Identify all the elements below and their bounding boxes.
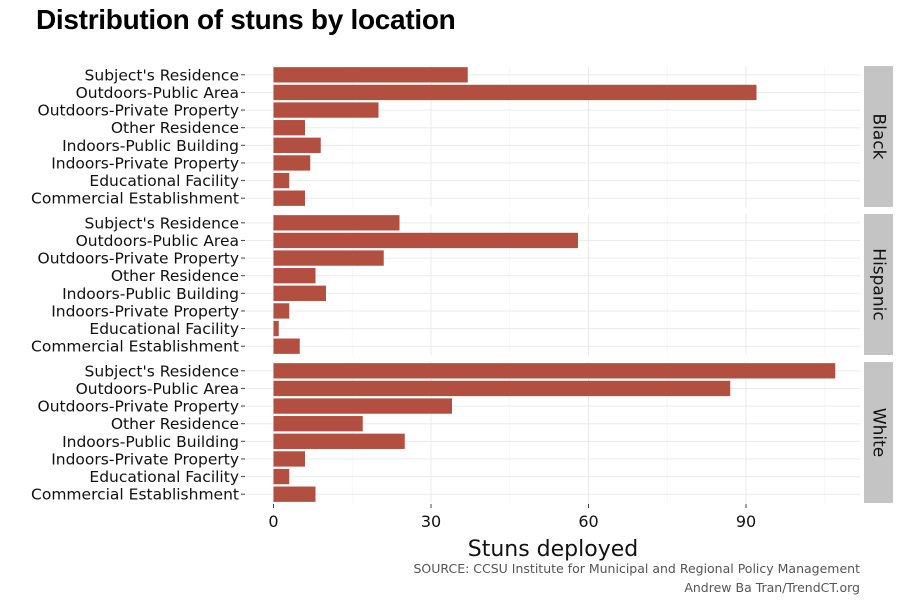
- bar-hispanic-4: [273, 285, 326, 301]
- category-label: Indoors-Public Building: [62, 285, 239, 303]
- bar-white-5: [273, 451, 305, 467]
- bar-hispanic-2: [273, 250, 384, 266]
- category-label: Indoors-Private Property: [51, 450, 239, 468]
- category-label: Outdoors-Private Property: [38, 102, 240, 120]
- bar-black-3: [273, 120, 305, 136]
- category-label: Other Residence: [111, 415, 239, 433]
- bar-hispanic-5: [273, 303, 290, 319]
- category-label: Commercial Establishment: [31, 190, 239, 208]
- x-tick-label: 30: [421, 512, 441, 531]
- category-label: Educational Facility: [89, 468, 239, 486]
- facet-label: Black: [869, 114, 889, 160]
- x-axis-title: Stuns deployed: [468, 537, 639, 562]
- x-tick-label: 90: [736, 512, 756, 531]
- bar-white-0: [273, 363, 836, 379]
- category-label: Indoors-Private Property: [51, 302, 239, 320]
- facet-label: Hispanic: [869, 248, 889, 320]
- bar-hispanic-7: [273, 338, 300, 354]
- author-credit: Andrew Ba Tran/TrendCT.org: [684, 580, 860, 595]
- category-label: Other Residence: [111, 267, 239, 285]
- category-label: Outdoors-Public Area: [76, 84, 239, 102]
- facet-label: White: [869, 408, 889, 457]
- facet-strip-white: [864, 362, 893, 503]
- category-label: Indoors-Private Property: [51, 154, 239, 172]
- category-label: Subject's Residence: [85, 214, 239, 232]
- bar-hispanic-1: [273, 232, 578, 249]
- facet-strip-hispanic: [864, 214, 893, 355]
- bar-white-6: [273, 468, 290, 485]
- bar-black-5: [273, 155, 311, 171]
- bar-black-0: [273, 67, 468, 83]
- category-label: Outdoors-Public Area: [76, 380, 239, 398]
- category-label: Educational Facility: [89, 320, 239, 338]
- bar-white-3: [273, 416, 363, 432]
- bar-white-7: [273, 486, 316, 502]
- bar-white-4: [273, 433, 405, 449]
- bar-black-4: [273, 137, 321, 153]
- bar-black-7: [273, 190, 305, 206]
- category-label: Educational Facility: [89, 172, 239, 190]
- chart-title: Distribution of stuns by location: [36, 4, 456, 35]
- bar-white-1: [273, 380, 731, 397]
- category-label: Other Residence: [111, 119, 239, 137]
- x-tick-label: 0: [268, 512, 278, 531]
- category-label: Subject's Residence: [85, 362, 239, 380]
- x-tick-label: 60: [578, 512, 598, 531]
- category-label: Outdoors-Public Area: [76, 232, 239, 250]
- bar-black-1: [273, 84, 757, 101]
- bar-black-2: [273, 102, 379, 118]
- category-label: Indoors-Public Building: [62, 433, 239, 451]
- facet-strip-black: [864, 66, 893, 207]
- category-label: Outdoors-Private Property: [38, 398, 240, 416]
- bar-black-6: [273, 172, 290, 189]
- category-label: Commercial Establishment: [31, 338, 239, 356]
- category-label: Outdoors-Private Property: [38, 250, 240, 268]
- bar-hispanic-0: [273, 215, 400, 231]
- bar-hispanic-6: [273, 320, 279, 337]
- category-label: Subject's Residence: [85, 66, 239, 84]
- category-label: Indoors-Public Building: [62, 137, 239, 155]
- source-note: SOURCE: CCSU Institute for Municipal and…: [413, 561, 860, 576]
- category-label: Commercial Establishment: [31, 486, 239, 504]
- bar-hispanic-3: [273, 268, 316, 284]
- bar-white-2: [273, 398, 452, 414]
